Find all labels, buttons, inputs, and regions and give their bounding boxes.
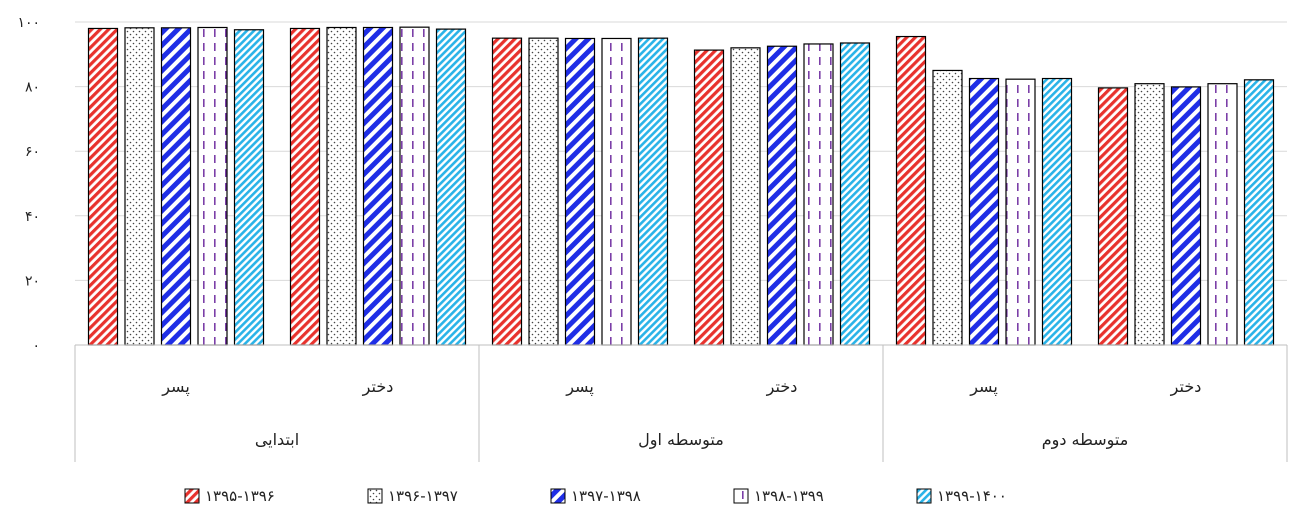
legend-label: ۱۳۹۵-۱۳۹۶ — [205, 487, 275, 505]
bar — [399, 26, 430, 346]
bar — [730, 47, 761, 346]
y-tick-label: ۱۰۰ — [17, 15, 40, 31]
legend-swatch — [916, 488, 932, 504]
bar — [326, 26, 357, 346]
bar — [233, 29, 265, 346]
bar — [491, 37, 523, 346]
y-tick-label: ۶۰ — [25, 144, 40, 160]
bar — [1170, 86, 1202, 346]
legend-swatch — [367, 488, 383, 504]
bar — [289, 27, 321, 346]
y-tick-label: ۰ — [32, 338, 40, 354]
y-axis: ۰ ۲۰ ۴۰ ۶۰ ۸۰ ۱۰۰ — [17, 15, 40, 354]
group-label: ابتدایی — [255, 430, 299, 449]
bar — [766, 45, 798, 346]
legend-swatch — [733, 488, 749, 504]
x-axis: پسر دختر پسر دختر پسر دختر ابتدایی متوسطه اول مت… — [74, 344, 1288, 462]
legend-swatch — [184, 488, 200, 504]
bar — [1243, 79, 1275, 346]
bar — [1041, 77, 1073, 346]
category-label: پسر — [969, 377, 998, 397]
bar — [160, 27, 192, 346]
bar — [124, 27, 155, 346]
y-tick-label: ۲۰ — [25, 273, 40, 289]
bars — [87, 26, 1275, 346]
bar — [601, 37, 632, 346]
bar — [1134, 83, 1165, 346]
legend-swatch — [550, 488, 566, 504]
bar — [693, 49, 725, 346]
legend-label: ۱۳۹۹-۱۴۰۰ — [937, 487, 1007, 505]
bar — [895, 35, 927, 346]
bar — [528, 37, 559, 346]
category-label: دختر — [1170, 377, 1202, 397]
bar — [1097, 87, 1129, 346]
category-label: پسر — [161, 377, 190, 397]
category-label: دختر — [766, 377, 798, 397]
bar — [932, 69, 963, 346]
group-label: متوسطه اول — [638, 430, 724, 450]
bar — [1005, 78, 1036, 346]
bar — [197, 26, 228, 346]
bar — [968, 77, 1000, 346]
gridlines — [75, 21, 1287, 281]
bar — [839, 42, 871, 346]
legend-label: ۱۳۹۷-۱۳۹۸ — [571, 487, 641, 505]
legend-label: ۱۳۹۶-۱۳۹۷ — [388, 487, 458, 505]
bar — [803, 43, 834, 346]
bar — [637, 37, 669, 346]
group-label: متوسطه دوم — [1042, 430, 1129, 450]
y-tick-label: ۸۰ — [25, 80, 40, 96]
y-tick-label: ۴۰ — [25, 209, 40, 225]
bar — [564, 37, 596, 346]
category-label: دختر — [362, 377, 394, 397]
bar — [435, 28, 467, 346]
category-label: پسر — [565, 377, 594, 397]
bar — [1207, 83, 1238, 346]
legend-label: ۱۳۹۸-۱۳۹۹ — [754, 487, 824, 505]
bar — [362, 26, 394, 346]
bar — [87, 27, 119, 346]
legend: ۱۳۹۵-۱۳۹۶ ۱۳۹۶-۱۳۹۷ ۱۳۹۷-۱۳۹۸ ۱۳۹۸-۱۳۹۹ ۱۳۹۹… — [184, 487, 1007, 505]
